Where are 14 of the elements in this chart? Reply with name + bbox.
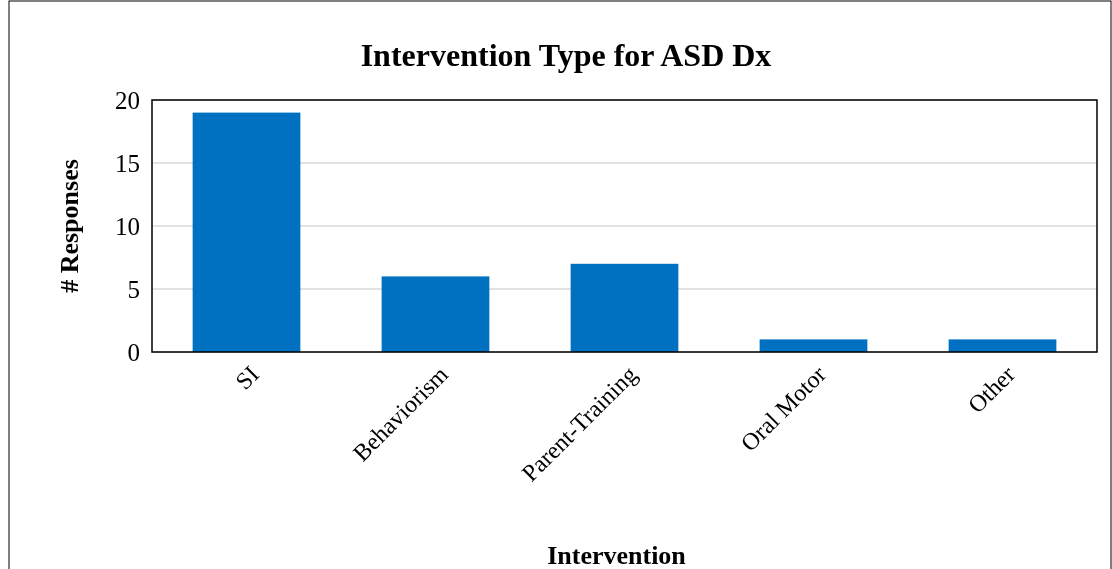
- x-tick-label: SI: [230, 361, 264, 395]
- chart-title: Intervention Type for ASD Dx: [360, 37, 772, 73]
- y-axis-title: # Responses: [55, 159, 84, 293]
- bar: [948, 339, 1057, 352]
- bar: [570, 263, 679, 352]
- y-tick-label: 0: [127, 338, 140, 366]
- y-tick-label: 20: [115, 86, 140, 114]
- y-tick-label: 15: [115, 149, 140, 177]
- y-tick-label: 5: [127, 275, 140, 303]
- bar: [192, 112, 301, 352]
- bar: [759, 339, 868, 352]
- bar: [381, 276, 490, 352]
- x-axis-title: Intervention: [547, 541, 687, 569]
- y-tick-label: 10: [115, 212, 140, 240]
